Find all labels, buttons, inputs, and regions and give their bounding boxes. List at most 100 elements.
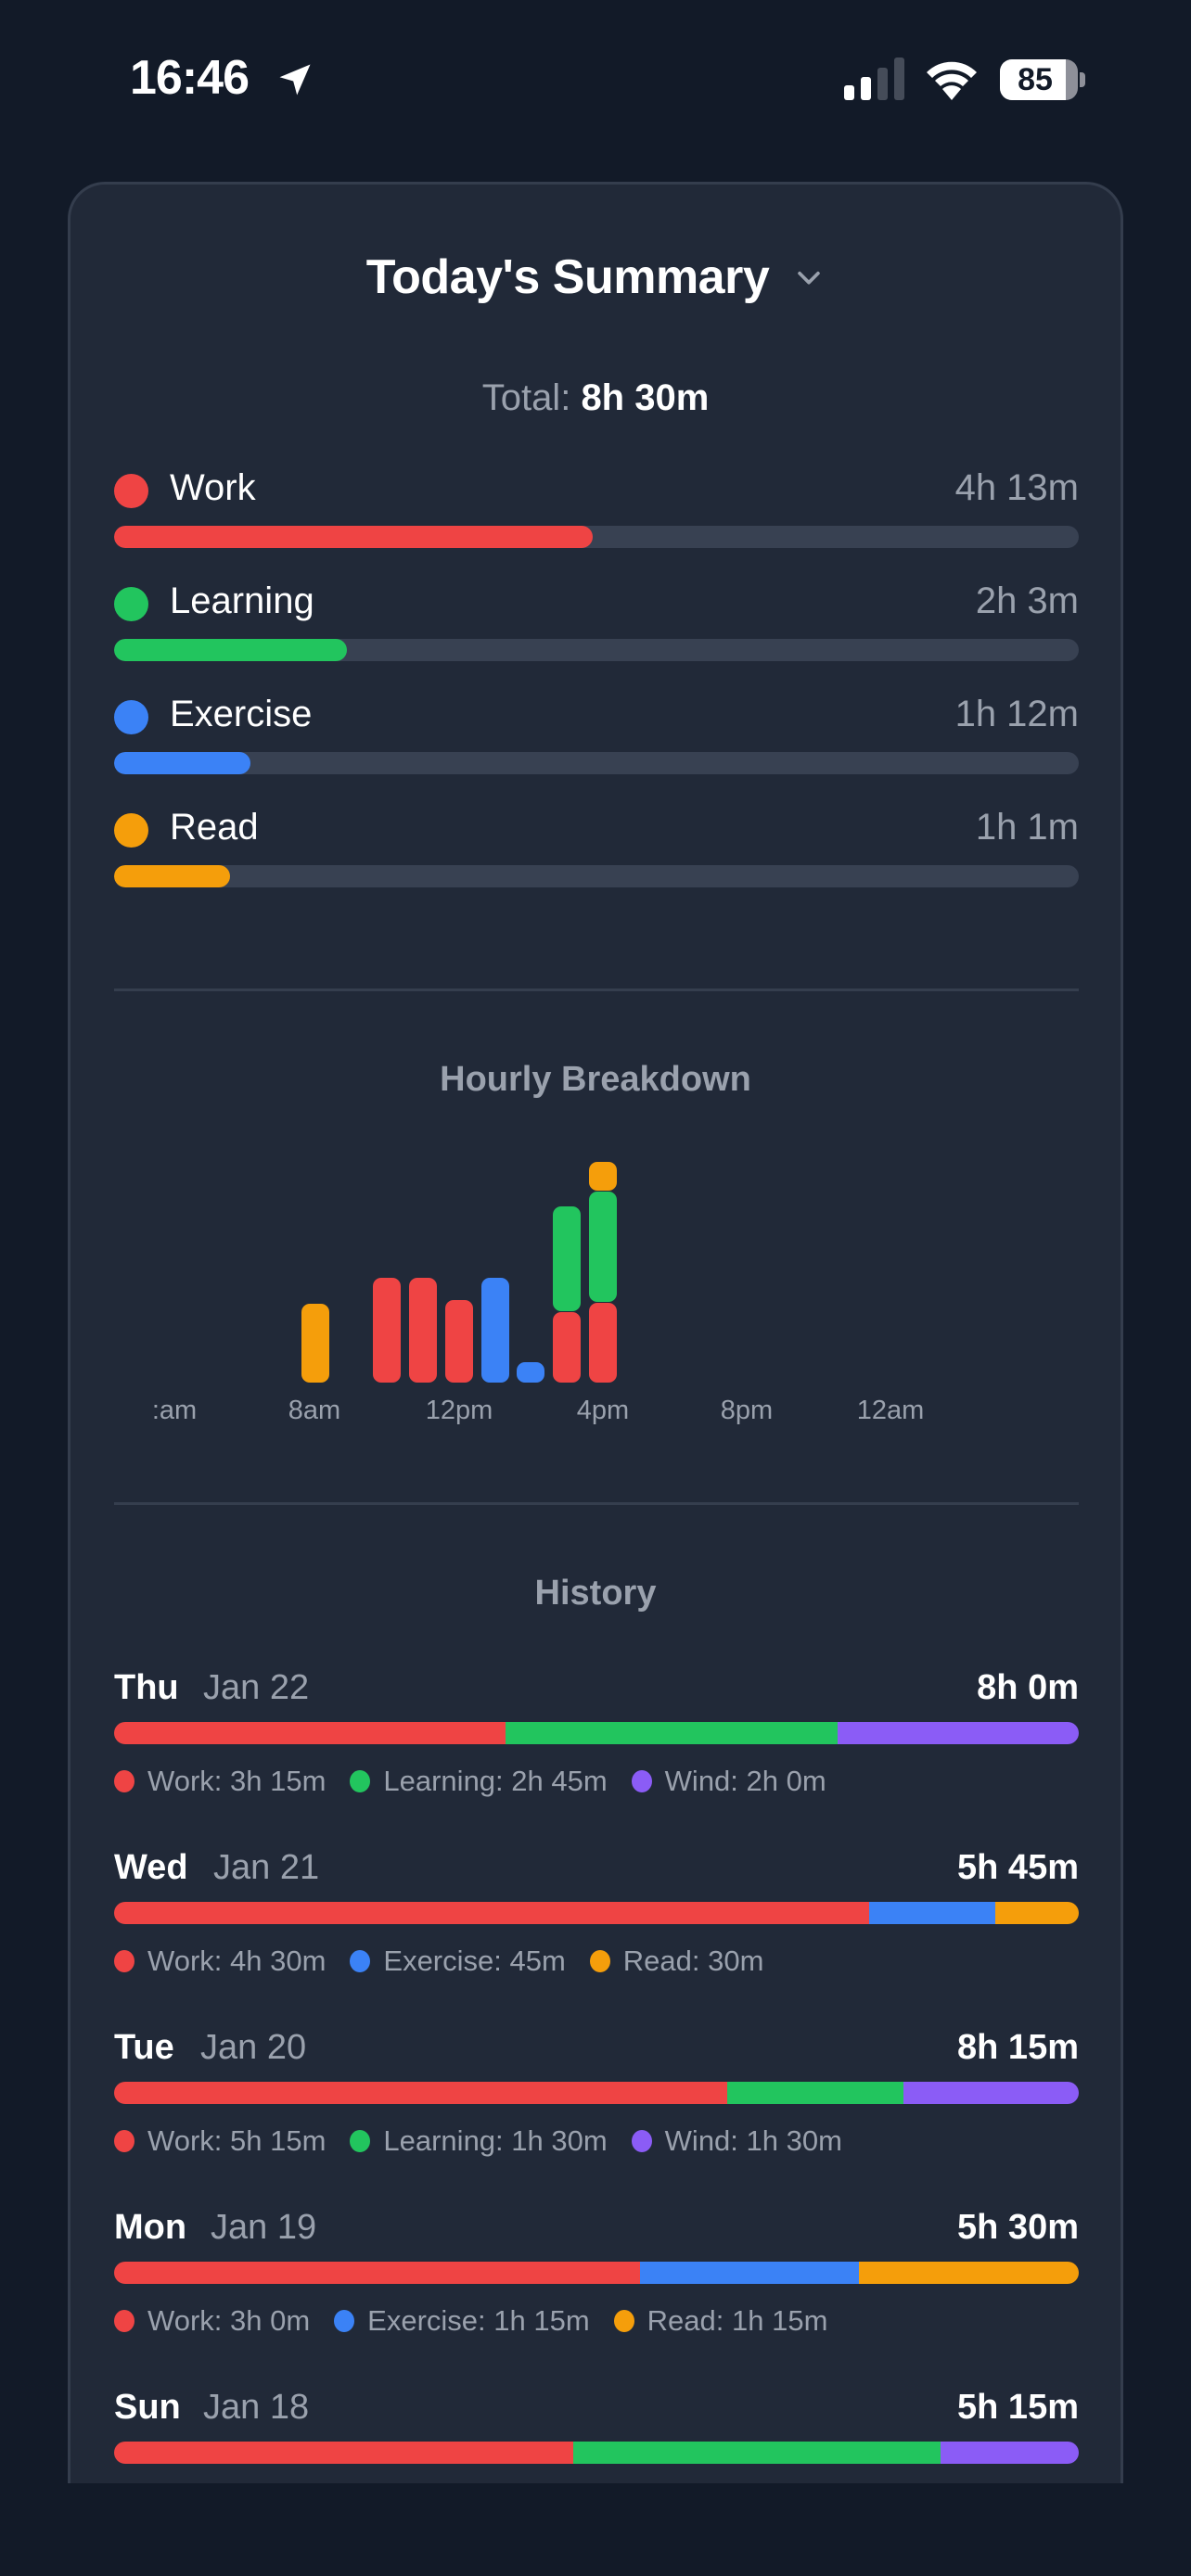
segment-work — [114, 2262, 640, 2284]
history-day-wed[interactable]: Wed Jan 21 5h 45m Work: 4h 30m Exercise:… — [114, 1848, 1079, 2024]
hourly-breakdown-title: Hourly Breakdown — [440, 1060, 751, 1099]
history-day-sun[interactable]: Sun Jan 18 5h 15m — [114, 2388, 1079, 2564]
exercise-color-dot-icon — [114, 700, 148, 734]
day-of-week: Thu — [114, 1668, 179, 1707]
bar-1pm-exercise[interactable] — [481, 1278, 509, 1383]
day-total: 5h 15m — [957, 2388, 1079, 2427]
location-arrow-icon — [279, 64, 311, 96]
legend-text: Learning: 1h 30m — [383, 2124, 608, 2157]
history-day-mon[interactable]: Mon Jan 19 5h 30m Work: 3h 0m Exercise: … — [114, 2208, 1079, 2384]
day-total: 8h 15m — [957, 2028, 1079, 2067]
day-stacked-bar — [114, 1722, 1079, 1744]
divider — [114, 988, 1079, 991]
bar-2pm-exercise[interactable] — [517, 1362, 544, 1383]
wind-dot-icon — [631, 2130, 652, 2152]
work-dot-icon — [114, 2310, 134, 2332]
legend-text: Work: 4h 30m — [147, 1945, 327, 1977]
progress-fill — [114, 639, 347, 661]
learning-color-dot-icon — [114, 587, 148, 621]
legend-text: Read: 30m — [622, 1945, 764, 1977]
exercise-dot-icon — [334, 2310, 355, 2332]
x-axis-label: 12am — [856, 1396, 925, 1425]
page-title: Today's Summary — [365, 250, 770, 304]
work-color-dot-icon — [114, 474, 148, 508]
wind-dot-icon — [631, 1770, 652, 1792]
summary-title-dropdown[interactable]: Today's Summary — [70, 249, 1121, 314]
bar-12pm-work[interactable] — [445, 1300, 473, 1383]
day-of-week: Wed — [114, 1848, 188, 1887]
legend-text: Exercise: 45m — [383, 1945, 566, 1977]
day-date: Jan 21 — [213, 1848, 320, 1887]
day-legend: Work: 4h 30m Exercise: 45m Read: 30m — [114, 1945, 763, 1978]
segment-wind — [941, 2442, 1079, 2464]
category-time: 4h 13m — [954, 467, 1079, 508]
legend-text: Work: 3h 0m — [147, 2304, 311, 2337]
x-axis-label: 8pm — [720, 1396, 774, 1425]
legend-text: Exercise: 1h 15m — [367, 2304, 590, 2337]
progress-track — [114, 752, 1079, 774]
bar-3pm-learning[interactable] — [553, 1206, 581, 1311]
day-date: Jan 18 — [203, 2388, 310, 2427]
divider — [114, 1502, 1079, 1505]
legend-text: Learning: 2h 45m — [383, 1765, 608, 1797]
segment-wind — [837, 1722, 1079, 1744]
category-row-learning[interactable]: Learning 2h 3m — [114, 576, 1079, 689]
bar-4pm-work[interactable] — [589, 1303, 617, 1383]
category-row-exercise[interactable]: Exercise 1h 12m — [114, 689, 1079, 802]
status-bar: 16:46 85 — [0, 0, 1191, 158]
battery-indicator: 85 — [1000, 59, 1085, 100]
battery-percent: 85 — [1018, 62, 1053, 97]
day-date: Jan 19 — [211, 2208, 317, 2247]
day-date: Jan 20 — [200, 2028, 307, 2067]
day-total: 5h 45m — [957, 1848, 1079, 1887]
bar-3pm-work[interactable] — [553, 1312, 581, 1383]
learning-dot-icon — [350, 1770, 371, 1792]
progress-fill — [114, 865, 230, 887]
segment-work — [114, 1902, 870, 1924]
category-name: Read — [170, 807, 259, 848]
bar-4pm-read[interactable] — [589, 1162, 617, 1191]
segment-exercise — [639, 2262, 860, 2284]
segment-work — [114, 2082, 728, 2104]
progress-fill — [114, 526, 593, 548]
bar-8am-read[interactable] — [301, 1304, 329, 1383]
exercise-dot-icon — [350, 1950, 371, 1972]
learning-dot-icon — [350, 2130, 371, 2152]
legend-text: Work: 3h 15m — [147, 1765, 327, 1797]
history-day-thu[interactable]: Thu Jan 22 8h 0m Work: 3h 15m Learning: … — [114, 1668, 1079, 1844]
bar-11am-work[interactable] — [409, 1278, 437, 1383]
category-time: 1h 1m — [975, 807, 1079, 848]
bar-10am-work[interactable] — [373, 1278, 401, 1383]
category-name: Exercise — [170, 694, 313, 734]
segment-learning — [506, 1722, 838, 1744]
work-dot-icon — [114, 1950, 134, 1972]
segment-work — [114, 2442, 574, 2464]
day-legend: Work: 5h 15m Learning: 1h 30m Wind: 1h 3… — [114, 2124, 842, 2158]
category-list: Work 4h 13m Learning 2h 3m Exercise 1h 1… — [114, 463, 1079, 915]
bar-4pm-learning[interactable] — [589, 1192, 617, 1302]
day-date: Jan 22 — [203, 1668, 310, 1707]
day-of-week: Sun — [114, 2388, 181, 2427]
history-day-tue[interactable]: Tue Jan 20 8h 15m Work: 5h 15m Learning:… — [114, 2028, 1079, 2204]
segment-wind — [903, 2082, 1079, 2104]
legend-text: Wind: 2h 0m — [664, 1765, 826, 1797]
day-stacked-bar — [114, 2442, 1079, 2464]
legend-text: Read: 1h 15m — [647, 2304, 828, 2337]
segment-exercise — [869, 1902, 995, 1924]
day-stacked-bar — [114, 1902, 1079, 1924]
legend-text: Wind: 1h 30m — [664, 2124, 842, 2157]
read-dot-icon — [589, 1950, 610, 1972]
wifi-icon — [927, 61, 977, 100]
total-label: Total: — [481, 377, 571, 418]
progress-track — [114, 526, 1079, 548]
work-dot-icon — [114, 2130, 134, 2152]
segment-learning — [573, 2442, 941, 2464]
day-legend: Work: 3h 0m Exercise: 1h 15m Read: 1h 15… — [114, 2304, 827, 2338]
chevron-down-icon[interactable] — [793, 261, 825, 293]
category-row-read[interactable]: Read 1h 1m — [114, 802, 1079, 915]
history-title: History — [534, 1574, 657, 1613]
category-row-work[interactable]: Work 4h 13m — [114, 463, 1079, 576]
day-legend: Work: 3h 15m Learning: 2h 45m Wind: 2h 0… — [114, 1765, 826, 1798]
total-time: Total: 8h 30m — [70, 377, 1121, 419]
work-dot-icon — [114, 1770, 134, 1792]
